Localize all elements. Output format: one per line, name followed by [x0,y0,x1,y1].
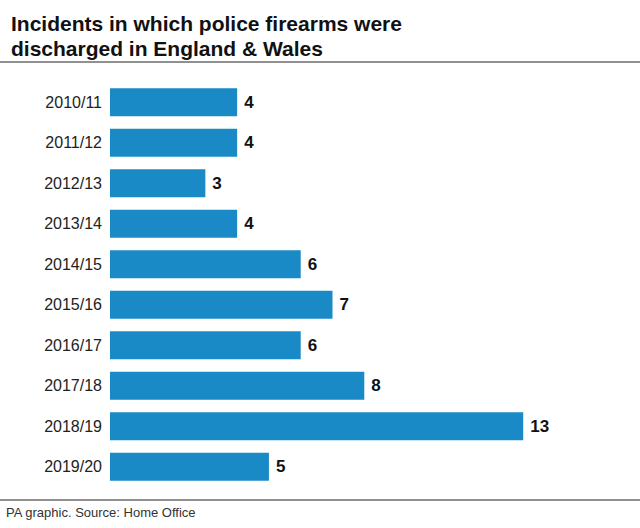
svg-text:2018/19: 2018/19 [44,418,102,435]
svg-text:2019/20: 2019/20 [44,458,102,475]
svg-text:4: 4 [244,93,254,112]
svg-text:6: 6 [308,336,317,355]
svg-text:4: 4 [244,214,254,233]
svg-text:3: 3 [212,174,221,193]
svg-text:2010/11: 2010/11 [45,94,102,111]
svg-text:7: 7 [340,295,349,314]
svg-text:PA graphic. Source: Home Offic: PA graphic. Source: Home Office [6,505,196,520]
svg-text:Incidents in which police fire: Incidents in which police firearms were [11,12,408,35]
svg-text:5: 5 [276,457,285,476]
svg-text:6: 6 [308,255,317,274]
svg-text:2013/14: 2013/14 [44,215,102,232]
svg-text:discharged in England & Wales: discharged in England & Wales [11,37,323,60]
svg-text:4: 4 [244,133,254,152]
svg-text:2017/18: 2017/18 [44,377,102,394]
svg-text:2016/17: 2016/17 [44,337,102,354]
svg-text:2012/13: 2012/13 [44,175,102,192]
svg-text:8: 8 [371,376,380,395]
svg-text:13: 13 [530,417,549,436]
svg-text:2011/12: 2011/12 [45,134,102,151]
svg-text:2014/15: 2014/15 [44,256,102,273]
svg-text:2015/16: 2015/16 [44,296,102,313]
